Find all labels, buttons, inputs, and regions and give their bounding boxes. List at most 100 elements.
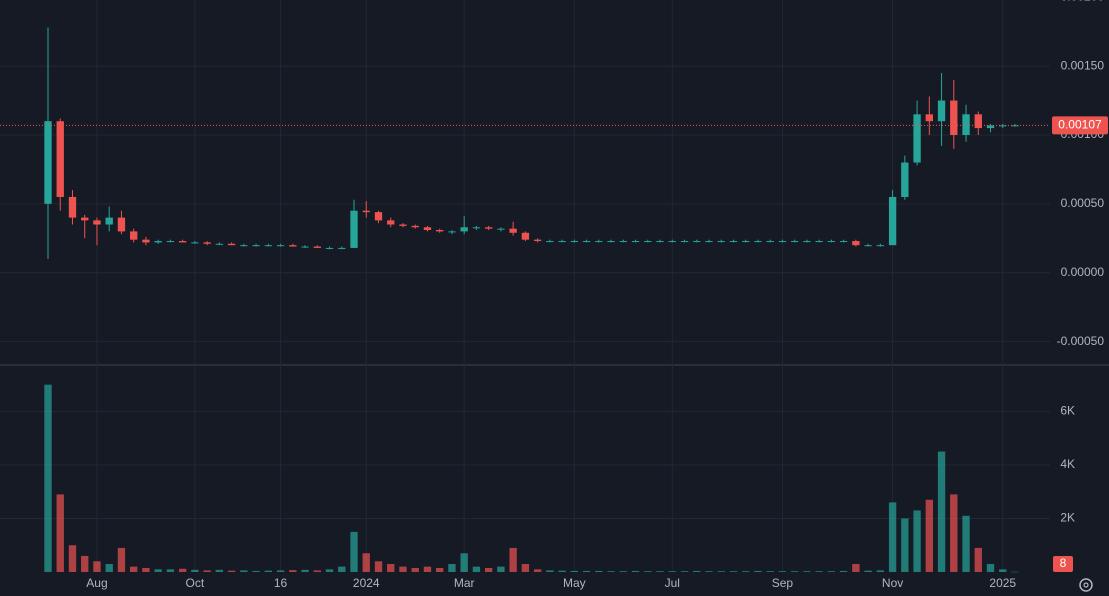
volume-bar: [595, 570, 603, 572]
candle-body: [142, 239, 150, 243]
x-tick-label: Aug: [86, 576, 107, 590]
volume-bar: [264, 570, 273, 572]
settings-button[interactable]: [1079, 578, 1093, 592]
volume-bar: [901, 518, 909, 572]
candle-body: [570, 241, 579, 243]
volume-bar: [717, 571, 725, 572]
volume-bar: [374, 561, 383, 572]
volume-bar: [790, 571, 799, 572]
settings-icon-center[interactable]: [1083, 582, 1089, 588]
candle-body: [497, 228, 505, 230]
volume-bar: [130, 566, 138, 572]
candle-body: [950, 100, 958, 135]
x-tick-label: Oct: [186, 576, 205, 590]
volume-bar: [56, 494, 64, 572]
candle-body: [338, 247, 346, 249]
candle-body: [81, 217, 89, 221]
volume-bar: [986, 563, 995, 572]
volume-bar: [484, 567, 493, 572]
volume-bar: [436, 567, 444, 572]
volume-bar: [668, 571, 676, 572]
volume-bar: [533, 569, 542, 572]
candle-body: [876, 245, 885, 247]
x-tick-label: Jul: [665, 576, 680, 590]
y-tick-label: -0.00050: [1057, 334, 1105, 348]
volume-tick-label: 4K: [1060, 457, 1075, 471]
candle-body: [754, 241, 762, 243]
candle-body: [387, 220, 395, 225]
volume-bar: [117, 547, 126, 572]
volume-bar: [876, 570, 885, 572]
last-volume-badge: [1053, 556, 1073, 572]
candle-body: [362, 210, 370, 213]
candle-body: [852, 241, 860, 246]
candle-body: [178, 241, 187, 243]
candle-body: [558, 241, 566, 243]
settings-icon[interactable]: [1079, 578, 1093, 592]
candle-body: [289, 245, 297, 247]
candle-body: [778, 241, 787, 243]
volume-bar: [607, 571, 615, 572]
volume-bar: [815, 571, 823, 572]
candle-body: [472, 227, 481, 229]
volume-bar: [399, 566, 407, 572]
candle-body: [44, 121, 52, 204]
candle-body: [240, 245, 248, 247]
volume-bar: [546, 570, 554, 572]
candle-body: [313, 246, 321, 248]
candle-body: [913, 114, 921, 163]
candle-body: [166, 241, 175, 243]
candle-body: [399, 224, 407, 226]
candle-body: [766, 241, 774, 243]
volume-bar: [81, 555, 89, 572]
candle-body: [839, 241, 848, 243]
volume-bar: [962, 515, 970, 572]
x-tick-label: Sep: [772, 576, 794, 590]
x-tick-label: 2025: [989, 576, 1016, 590]
candle-body: [827, 241, 836, 243]
volume-bar: [913, 510, 921, 572]
volume-bar: [509, 547, 517, 572]
volume-bar: [215, 569, 224, 572]
candle-body: [411, 225, 419, 228]
candle-body: [484, 227, 493, 229]
last-volume-label: 8: [1060, 556, 1067, 570]
volume-bar: [142, 567, 150, 572]
volume-bar: [827, 571, 836, 572]
candle-body: [227, 243, 236, 246]
y-tick-label: 0.00050: [1061, 196, 1105, 210]
y-tick-label: 0.00150: [1061, 58, 1105, 72]
candle-body: [301, 246, 309, 248]
volume-bar: [693, 570, 701, 572]
volume-bar: [644, 571, 652, 572]
volume-bar: [240, 570, 248, 572]
candle-body: [864, 245, 872, 247]
candle-body: [656, 241, 664, 243]
volume-bar: [974, 547, 982, 572]
volume-bar: [166, 569, 175, 572]
volume-bar: [937, 451, 946, 572]
volume-tick-label: 2K: [1060, 511, 1075, 525]
candle-body: [252, 245, 260, 247]
last-price-label: 0.00107: [1058, 118, 1102, 132]
volume-bar: [338, 566, 346, 572]
candle-body: [423, 227, 432, 231]
volume-bar: [276, 570, 285, 572]
candle-body: [350, 210, 358, 248]
candle-body: [105, 217, 113, 225]
candle-body: [546, 241, 554, 243]
candle-body: [803, 241, 811, 243]
candle-body: [705, 241, 713, 243]
volume-bar: [582, 570, 591, 572]
candle-body: [729, 241, 738, 243]
candle-body: [680, 241, 689, 243]
volume-bar: [178, 568, 187, 572]
volume-bar: [301, 569, 309, 572]
candle-body: [644, 241, 652, 243]
candle-body: [325, 247, 334, 249]
volume-bar: [1011, 571, 1019, 573]
volume-bar: [619, 571, 627, 572]
volume-bar: [252, 570, 260, 572]
volume-bar: [472, 566, 481, 572]
